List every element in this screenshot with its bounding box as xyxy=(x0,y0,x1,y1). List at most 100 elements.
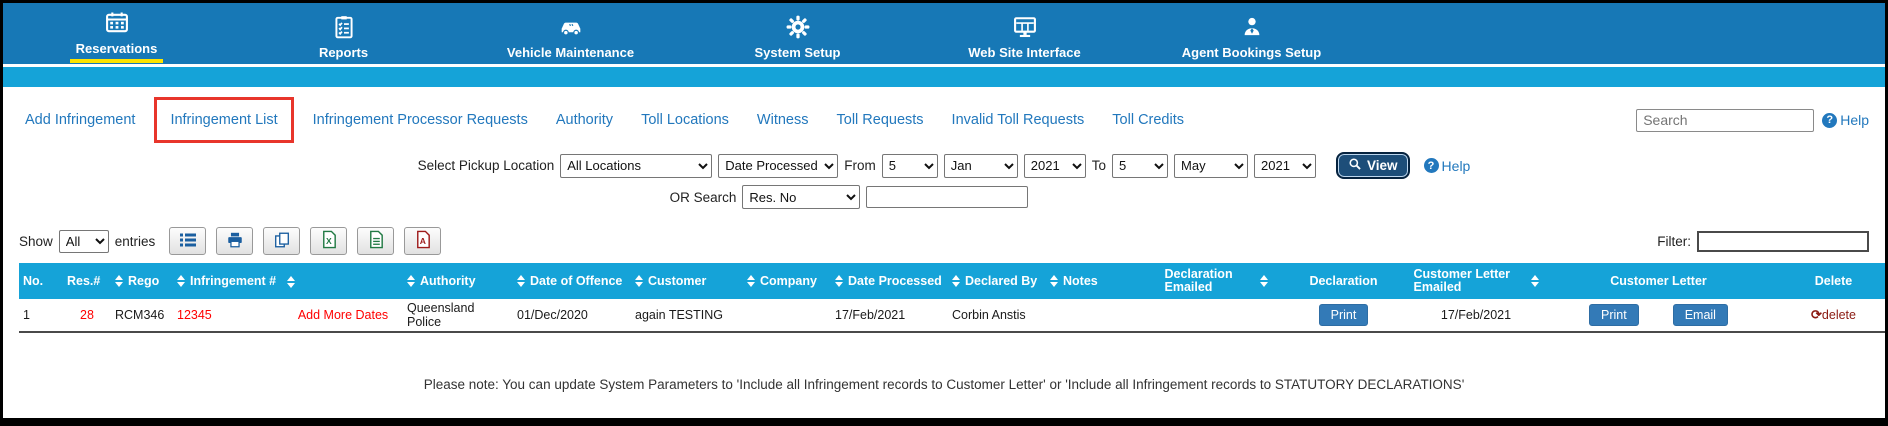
delete-link[interactable]: ⟳delete xyxy=(1811,307,1856,322)
cell-date-of-offence: 01/Dec/2020 xyxy=(513,299,631,333)
from-year-select[interactable]: 2021 xyxy=(1023,153,1086,178)
excel-icon: X xyxy=(320,230,338,252)
nav-label: Reservations xyxy=(69,41,164,63)
col-infringement-no[interactable]: Infringement # xyxy=(173,263,283,299)
help-link-top[interactable]: ? Help xyxy=(1822,112,1869,128)
column-visibility-button[interactable] xyxy=(169,227,207,255)
cell-date-processed: 17/Feb/2021 xyxy=(831,299,948,333)
help-link-filters[interactable]: ? Help xyxy=(1423,157,1471,174)
col-notes[interactable]: Notes xyxy=(1046,263,1146,299)
sort-icon xyxy=(517,275,525,288)
tab-witness[interactable]: Witness xyxy=(756,112,809,128)
or-search-label: OR Search xyxy=(669,189,737,205)
filter-row-dates: Select Pickup Location All Locations Dat… xyxy=(19,152,1869,179)
tab-infringement-list[interactable]: Infringement List xyxy=(154,97,294,143)
main-nav: Reservations Reports xyxy=(3,3,1885,64)
col-authority[interactable]: Authority xyxy=(403,263,513,299)
table-row: 1 28 RCM346 12345 Add More Dates Queensl… xyxy=(19,299,1885,333)
infringement-no-link[interactable]: 12345 xyxy=(177,308,212,322)
nav-item-reports[interactable]: Reports xyxy=(230,3,457,64)
col-rego[interactable]: Rego xyxy=(111,263,173,299)
pickup-location-label: Select Pickup Location xyxy=(417,158,555,173)
calendar-icon xyxy=(102,7,132,37)
cell-add-more-dates: Add More Dates xyxy=(283,299,403,333)
tab-invalid-toll-requests[interactable]: Invalid Toll Requests xyxy=(951,112,1085,128)
tab-bar: Add Infringement Infringement List Infri… xyxy=(19,97,1869,143)
table-filter: Filter: xyxy=(1657,230,1869,252)
to-month-select[interactable]: May xyxy=(1174,153,1249,178)
add-more-dates-link[interactable]: Add More Dates xyxy=(297,308,389,322)
sort-icon xyxy=(635,275,643,288)
col-date-of-offence[interactable]: Date of Offence xyxy=(513,263,631,299)
col-res-no: Res.# xyxy=(63,263,111,299)
cell-customer-letter: Print Email xyxy=(1551,299,1766,333)
tab-authority[interactable]: Authority xyxy=(555,112,614,128)
help-label: Help xyxy=(1441,157,1471,174)
col-company[interactable]: Company xyxy=(743,263,831,299)
cell-declared-by: Corbin Anstis xyxy=(948,299,1046,333)
declaration-print-button[interactable]: Print xyxy=(1318,304,1369,326)
list-icon xyxy=(178,231,198,252)
nav-item-system-setup[interactable]: System Setup xyxy=(684,3,911,64)
cell-customer: again TESTING xyxy=(631,299,743,333)
col-add-more-dates[interactable] xyxy=(283,263,403,299)
tab-toll-credits[interactable]: Toll Credits xyxy=(1112,112,1184,128)
cell-declaration-emailed xyxy=(1146,299,1286,333)
to-label: To xyxy=(1091,158,1107,173)
tab-toll-locations[interactable]: Toll Locations xyxy=(641,112,729,128)
date-type-select[interactable]: Date Processed xyxy=(718,153,839,178)
res-no-link[interactable]: 28 xyxy=(80,308,94,322)
col-no: No. xyxy=(19,263,63,299)
search-input[interactable] xyxy=(1636,108,1815,132)
filter-panel: Select Pickup Location All Locations Dat… xyxy=(19,152,1869,209)
agent-icon xyxy=(1239,11,1265,41)
footer-note: Please note: You can update System Param… xyxy=(423,377,1465,392)
to-day-select[interactable]: 5 xyxy=(1112,153,1169,178)
tab-add-infringement[interactable]: Add Infringement xyxy=(25,112,136,128)
print-table-button[interactable] xyxy=(216,227,254,255)
col-declaration-emailed[interactable]: Declaration Emailed xyxy=(1146,263,1286,299)
col-declared-by[interactable]: Declared By xyxy=(948,263,1046,299)
filter-input[interactable] xyxy=(1697,230,1869,252)
col-customer[interactable]: Customer xyxy=(631,263,743,299)
cell-res-no: 28 xyxy=(63,299,111,333)
tab-infringement-processor-requests[interactable]: Infringement Processor Requests xyxy=(312,112,528,128)
or-search-input[interactable] xyxy=(866,186,1029,208)
sort-icon xyxy=(407,275,415,288)
col-customer-letter-emailed[interactable]: Customer Letter Emailed xyxy=(1401,263,1551,299)
entries-select[interactable]: All xyxy=(58,229,109,253)
view-button[interactable]: View xyxy=(1336,152,1410,179)
question-icon: ? xyxy=(1822,112,1838,128)
copy-button[interactable] xyxy=(263,227,301,255)
question-icon: ? xyxy=(1423,158,1439,173)
view-button-label: View xyxy=(1367,158,1398,173)
nav-label: Vehicle Maintenance xyxy=(506,44,635,60)
or-search-type-select[interactable]: Res. No xyxy=(742,185,861,209)
customer-letter-email-button[interactable]: Email xyxy=(1672,304,1728,326)
tab-toll-requests[interactable]: Toll Requests xyxy=(836,112,924,128)
export-excel-button[interactable]: X xyxy=(310,227,348,255)
pickup-location-select[interactable]: All Locations xyxy=(560,153,713,178)
export-csv-button[interactable] xyxy=(357,227,395,255)
from-label: From xyxy=(844,158,876,173)
show-label: Show xyxy=(19,233,53,249)
tab-bar-right: ?Help xyxy=(1636,108,1869,132)
refresh-icon: ⟳ xyxy=(1811,307,1822,322)
nav-item-reservations[interactable]: Reservations xyxy=(3,3,230,64)
nav-item-agent-bookings-setup[interactable]: Agent Bookings Setup xyxy=(1138,3,1365,64)
to-year-select[interactable]: 2021 xyxy=(1254,153,1317,178)
from-day-select[interactable]: 5 xyxy=(881,153,938,178)
car-icon xyxy=(554,11,588,41)
col-date-processed[interactable]: Date Processed xyxy=(831,263,948,299)
cell-delete: ⟳delete xyxy=(1766,299,1885,333)
gear-icon xyxy=(784,11,812,41)
export-pdf-button[interactable]: A xyxy=(404,227,442,255)
sort-icon xyxy=(747,275,755,288)
help-label: Help xyxy=(1840,112,1869,128)
csv-icon xyxy=(367,230,385,252)
cell-no: 1 xyxy=(19,299,63,333)
nav-item-web-site-interface[interactable]: Web Site Interface xyxy=(911,3,1138,64)
customer-letter-print-button[interactable]: Print xyxy=(1589,304,1639,326)
from-month-select[interactable]: Jan xyxy=(943,153,1018,178)
nav-item-vehicle-maintenance[interactable]: Vehicle Maintenance xyxy=(457,3,684,64)
